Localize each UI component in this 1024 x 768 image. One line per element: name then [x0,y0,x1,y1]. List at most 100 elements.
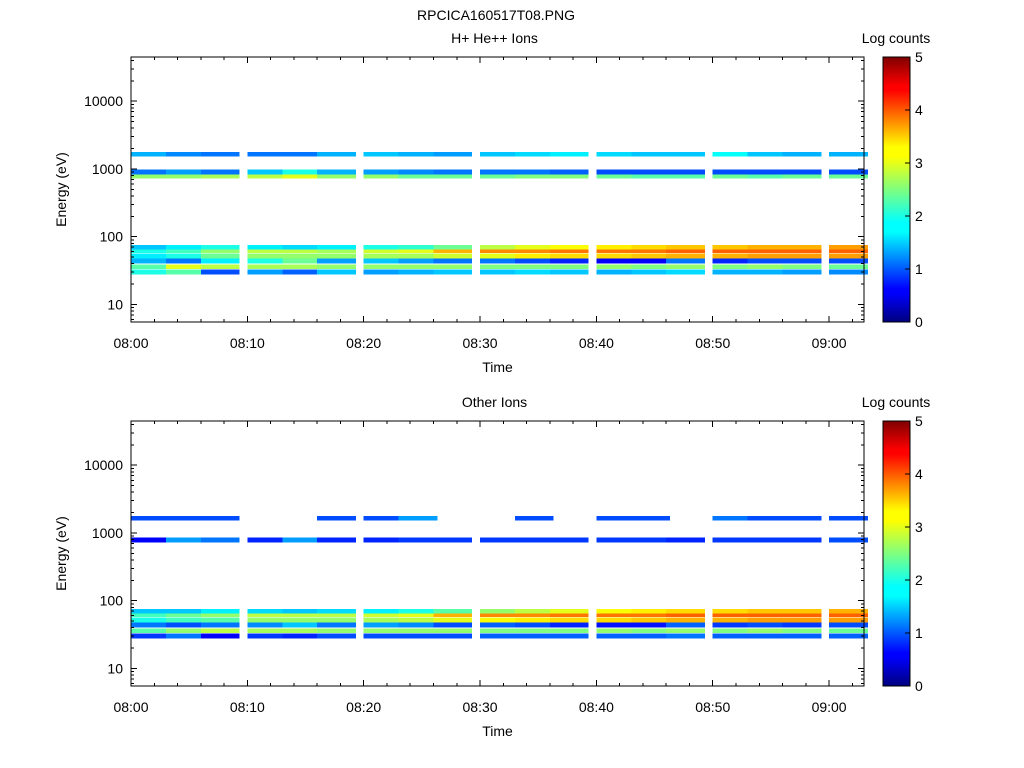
heatmap-cell [247,244,286,250]
heatmap-cell [480,244,519,250]
colorbar-gradient [883,421,910,686]
heatmap-cell [398,612,438,618]
heatmap-cell [549,248,589,254]
heatmap-cell [549,537,589,543]
heatmap-cell [398,244,438,250]
heatmap-cell [712,169,752,175]
heatmap-cell [596,622,636,628]
heatmap-cell [398,169,438,175]
heatmap-cell [666,622,705,628]
heatmap-cell [747,253,787,259]
heatmap-cell [398,264,438,270]
heatmap-cell [247,151,286,157]
heatmap-cell [549,628,589,634]
heatmap-cell [631,248,670,254]
colorbar-frame [882,56,911,323]
colorbar-tick-label: 4 [915,102,923,118]
heatmap-cell [247,622,286,628]
heatmap-cell [200,151,240,157]
x-tick-label: 09:00 [812,335,847,351]
heatmap-cell [480,617,519,623]
heatmap-cell [200,612,240,618]
heatmap-cell [747,264,787,270]
heatmap-cell [433,151,473,157]
heatmap-cell [747,169,787,175]
heatmap-cell [712,269,752,275]
heatmap-cell [165,617,205,623]
heatmap-cell [596,537,636,543]
figure-title: RPCICA160517T08.PNG [417,7,575,23]
heatmap-cell [165,248,205,254]
colorbar: Log counts 0 1 2 3 4 5 [862,394,931,694]
heatmap-cell [596,628,636,634]
heatmap-cell [480,253,519,259]
heatmap-cell [165,269,205,275]
heatmap-cell [398,515,438,521]
colorbar: Log counts 0 1 2 3 4 5 [862,30,931,330]
heatmap-cell [747,622,787,628]
heatmap-cell [782,537,822,543]
heatmap-cell [282,622,321,628]
heatmap-cell [596,244,636,250]
heatmap-cell [398,617,438,623]
heatmap-cell [200,173,240,179]
colorbar-tick-label: 3 [915,155,923,171]
heatmap-cell [200,258,240,264]
y-tick-label: 10 [107,660,123,676]
heatmap-cell [631,253,670,259]
panel-h-he-ions: H+ He++ Ions 08:00 08:10 08:20 08:30 08:40 08:… [53,30,930,375]
heatmap-cell [782,173,822,179]
heatmap-cell [515,173,554,179]
heatmap-cell [829,537,868,543]
heatmap-cell [631,169,670,175]
heatmap-cell [282,633,321,639]
x-axis-label: Time [482,359,513,375]
heatmap-cell [549,622,589,628]
x-tick-label: 08:30 [463,699,498,715]
heatmap-cell [747,248,787,254]
heatmap-cell [200,169,240,175]
heatmap-cell [131,612,170,618]
heatmap-cell [282,608,321,614]
heatmap-cell [666,169,705,175]
colorbar-tick-label: 2 [915,572,923,588]
heatmap-cell [165,622,205,628]
heatmap-cell [200,633,240,639]
heatmap-cell [666,244,705,250]
heatmap-cell [515,622,554,628]
heatmap-cell [515,628,554,634]
heatmap-cell [829,628,868,634]
heatmap-cell [515,612,554,618]
heatmap-cell [433,269,473,275]
heatmap-cell [712,253,752,259]
heatmap-cell [433,253,473,259]
heatmap-cell [363,258,403,264]
heatmap-cells [131,151,868,275]
heatmap-cell [666,612,705,618]
heatmap-cell [631,151,670,157]
heatmap-cell [666,151,705,157]
plot-frame [130,420,865,687]
heatmap-cell [631,537,670,543]
heatmap-cell [317,248,356,254]
heatmap-cell [200,264,240,270]
heatmap-cell [712,617,752,623]
heatmap-cell [398,622,438,628]
heatmap-cell [200,248,240,254]
x-tick-label: 08:50 [695,335,730,351]
heatmap-cell [363,269,403,275]
x-tick-label: 08:10 [230,699,265,715]
heatmap-cell [247,269,286,275]
colorbar-tick-label: 1 [915,261,923,277]
colorbar-tick-label: 4 [915,466,923,482]
heatmap-cell [782,628,822,634]
heatmap-cell [666,173,705,179]
heatmap-cell [131,253,170,259]
heatmap-cell [666,253,705,259]
heatmap-cell [549,151,589,157]
colorbar-frame [882,420,911,687]
heatmap-cell [200,515,240,521]
heatmap-cell [317,628,356,634]
x-tick-label: 08:20 [346,335,381,351]
heatmap-cell [363,537,403,543]
